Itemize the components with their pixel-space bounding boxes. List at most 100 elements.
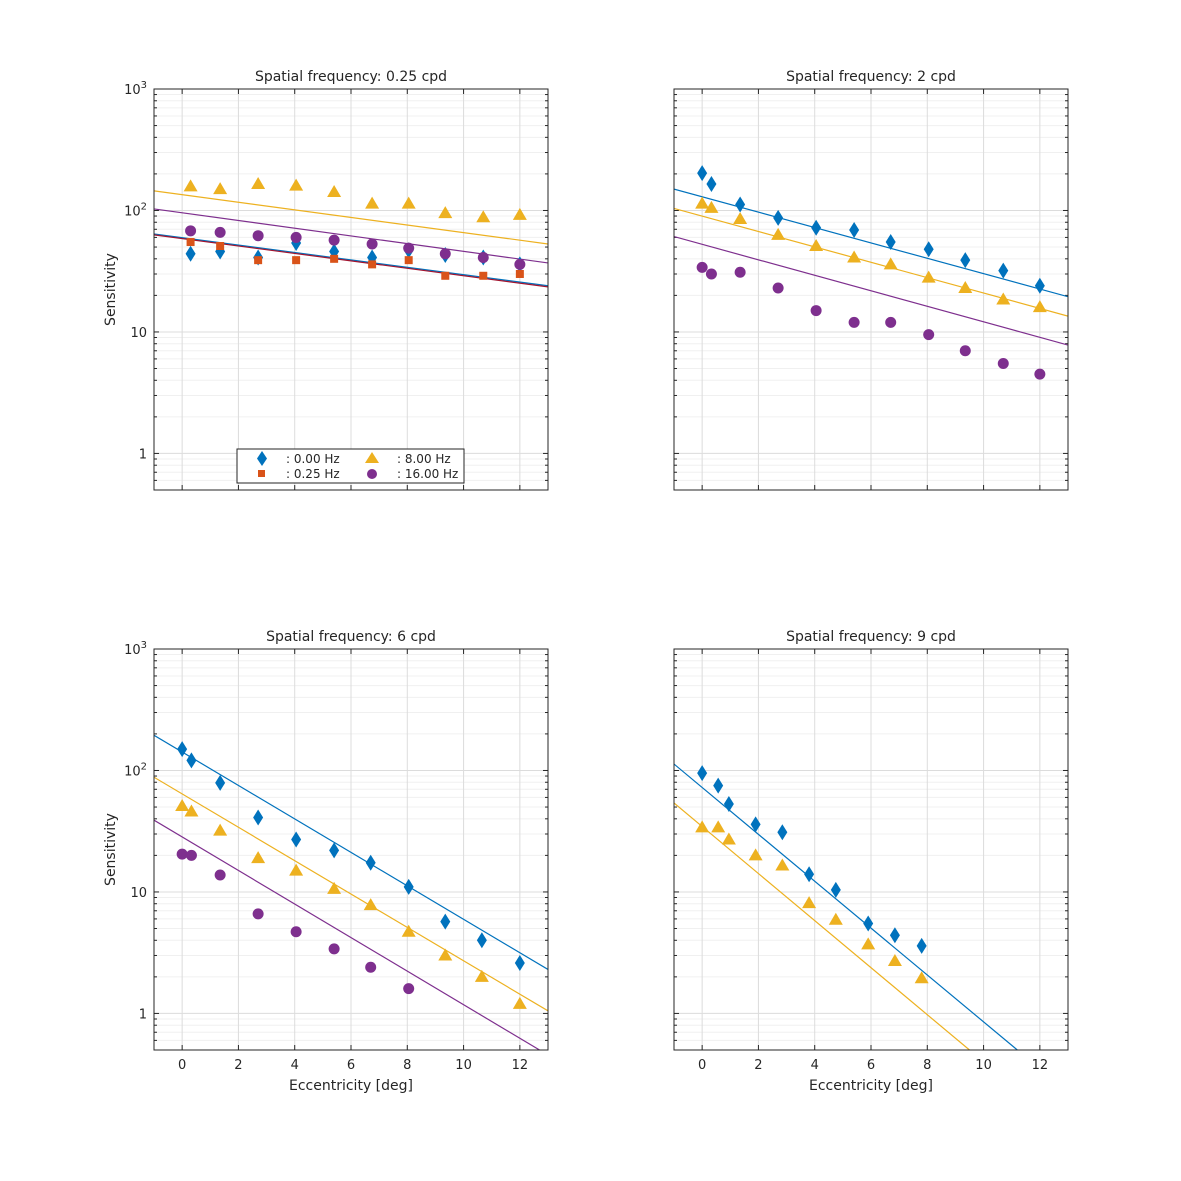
fit-line-diamond [674,763,1018,1050]
data-point-circle [810,305,822,317]
y-axis-label: Sensitivity [103,813,119,886]
legend-entry-1: : 0.25 Hz [258,467,340,481]
data-point-diamond [713,777,724,794]
data-point-circle [997,357,1009,369]
data-point-diamond [177,741,188,758]
data-point-diamond [186,752,197,769]
y-tick-label: 1 [139,447,147,462]
data-point-triangle [213,823,228,836]
data-point-square [515,269,524,278]
legend-marker-circle [367,469,377,479]
data-point-square [441,271,450,280]
data-point-circle [477,252,489,264]
data-point-triangle [921,270,936,283]
y-tick-label: 10 [130,326,147,341]
data-point-triangle [438,948,453,961]
x-tick-label: 4 [291,1058,299,1073]
data-point-circle [772,282,784,294]
data-point-triangle [887,954,902,967]
data-point-circle [214,869,226,881]
data-point-triangle [733,212,748,225]
data-point-circle [185,225,197,237]
fit-line-triangle [154,190,548,245]
data-point-triangle [476,210,491,223]
data-point-diamond [849,222,860,239]
x-tick-label: 10 [975,1058,992,1073]
data-point-diamond [811,219,822,236]
data-point-circle [959,345,971,357]
data-point-circle [514,258,526,270]
data-points [183,177,527,280]
data-points [175,741,527,1009]
data-point-diamond [440,913,451,930]
panel-3: Spatial frequency: 9 cpd 0 2 4 6 8 10 12 Eccentr… [673,629,1069,1094]
series-diamond [697,765,927,954]
data-point-square [368,260,377,269]
data-point-triangle [809,239,824,252]
data-point-diamond [329,842,340,859]
data-point-diamond [1034,277,1045,294]
data-point-diamond [889,927,900,944]
data-point-circle [252,230,264,242]
data-point-diamond [923,241,934,258]
x-axis-label: Eccentricity [deg] [809,1078,933,1094]
x-tick-label: 6 [347,1058,355,1073]
legend-label-2: : 8.00 Hz [397,452,451,466]
legend-box [236,448,465,484]
legend-label-0: : 0.00 Hz [286,452,340,466]
x-tick-label: 0 [698,1058,706,1073]
panel-title: Spatial frequency: 6 cpd [266,629,436,645]
data-point-diamond [514,955,525,972]
data-point-triangle [771,227,786,240]
axes-frame [153,88,549,491]
data-point-circle [290,926,302,938]
data-point-circle [214,226,226,238]
data-point-square [186,238,195,247]
data-point-diamond [253,809,264,826]
data-point-triangle [704,200,719,213]
y-tick-label: 103 [124,80,147,98]
x-tick-label: 8 [923,1058,931,1073]
axes-frame [153,648,549,1051]
x-axis-label: Eccentricity [deg] [289,1078,413,1094]
y-tick-label: 10 [130,886,147,901]
panel-title: Spatial frequency: 0.25 cpd [255,69,447,85]
data-point-circle [328,943,340,955]
data-point-diamond [885,234,896,251]
data-point-triangle [1032,300,1047,313]
data-point-circle [848,316,860,328]
panel-1: Spatial frequency: 2 cpd [673,69,1069,491]
data-point-diamond [735,196,746,213]
data-point-diamond [863,915,874,932]
axes-frame [673,88,1069,491]
x-tick-label: 8 [403,1058,411,1073]
panel-2: Spatial frequency: 6 cpd 1 10 102 103 0 2 4 6 8 10… [103,629,549,1094]
data-points [695,765,929,984]
data-point-triangle [748,848,763,861]
series-triangle [175,799,527,1009]
y-tick-label: 102 [124,201,147,219]
data-point-triangle [401,924,416,937]
data-point-diamond [723,795,734,812]
series-circle [185,225,526,270]
data-point-triangle [802,896,817,909]
x-tick-label: 0 [178,1058,186,1073]
data-point-triangle [512,207,527,220]
x-tick-label: 6 [867,1058,875,1073]
data-point-triangle [438,206,453,219]
data-point-circle [696,261,708,273]
data-point-triangle [175,799,190,812]
data-point-triangle [363,898,378,911]
panel-title: Spatial frequency: 9 cpd [786,629,956,645]
legend-entry-3: : 16.00 Hz [367,467,458,481]
data-point-triangle [775,858,790,871]
y-axis-label: Sensitivity [103,253,119,326]
series-diamond [177,741,525,972]
data-point-triangle [958,281,973,294]
data-point-circle [734,266,746,278]
data-point-diamond [998,262,1009,279]
data-point-triangle [847,250,862,263]
data-point-diamond [706,176,717,193]
data-point-diamond [750,816,761,833]
data-point-circle [365,961,377,973]
